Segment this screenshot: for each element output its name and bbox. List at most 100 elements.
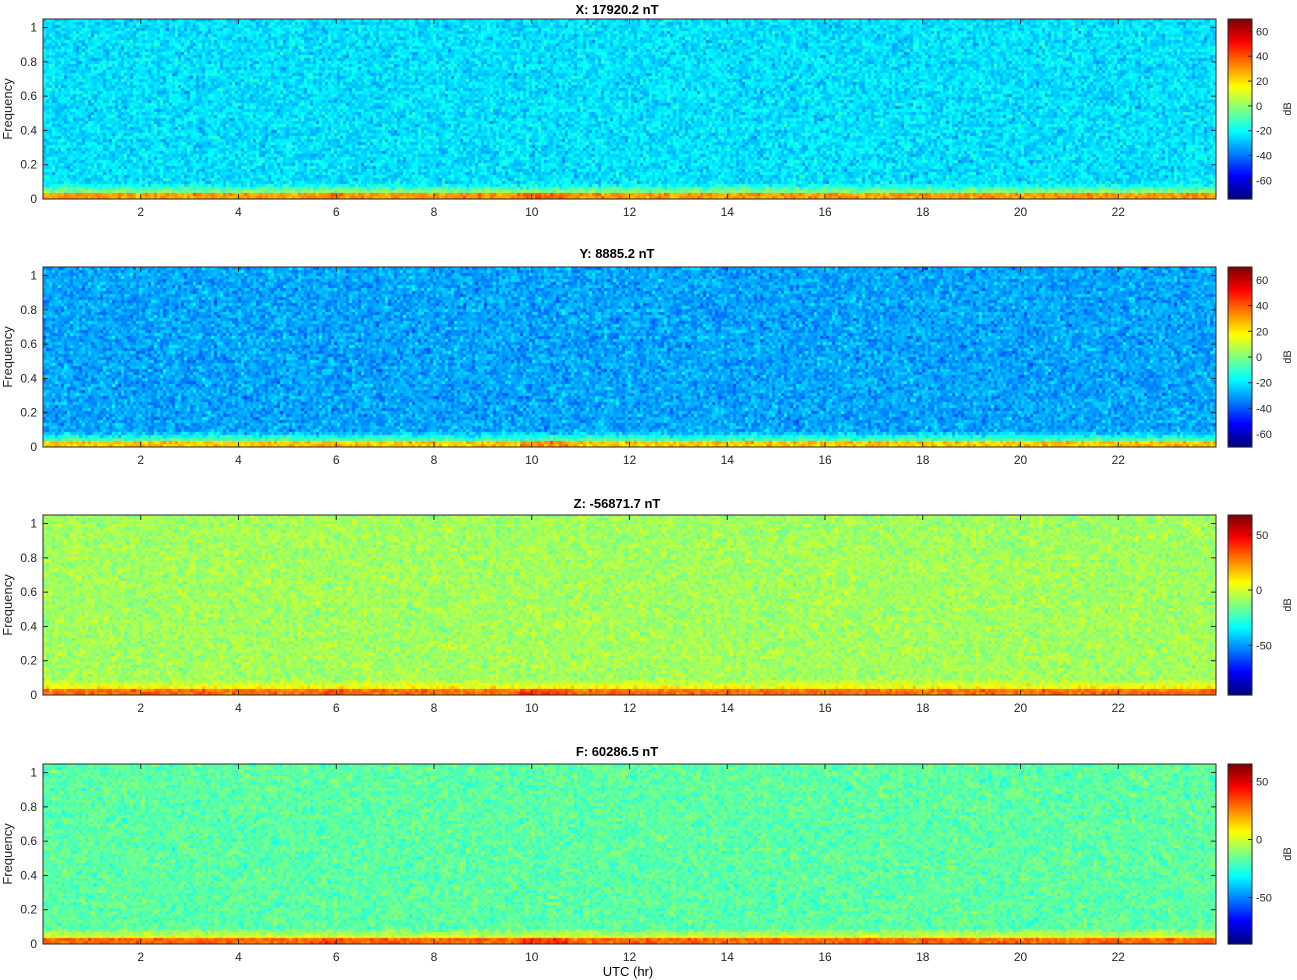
colorbar-segment [1228,441,1252,444]
colorbar-segment [1228,325,1252,328]
colorbar-segment [1228,575,1252,578]
colorbar-segment [1228,181,1252,184]
colorbar-segment [1228,928,1252,931]
panel-z-heatmap [43,515,1216,695]
colorbar-segment [1228,545,1252,548]
colorbar-segment [1228,659,1252,662]
colorbar-segment [1228,830,1252,833]
colorbar-segment [1228,549,1252,552]
x-tick-label: 4 [235,950,242,964]
x-tick-label: 8 [431,205,438,219]
colorbar-segment [1228,828,1252,831]
colorbar-segment [1228,810,1252,813]
colorbar-segment [1228,107,1252,110]
colorbar-segment [1228,778,1252,781]
colorbar-segment [1228,271,1252,274]
colorbar-segment [1228,832,1252,835]
colorbar-segment [1228,425,1252,428]
colorbar-segment [1228,123,1252,126]
y-tick-label: 0.2 [20,654,37,668]
colorbar-segment [1228,667,1252,670]
panel-f-heatmap [43,764,1216,944]
panel-y-title: Y: 8885.2 nT [580,246,655,261]
colorbar-segment [1228,391,1252,394]
colorbar-segment [1228,894,1252,897]
colorbar-segment [1228,657,1252,660]
colorbar-tick-label: 0 [1256,101,1262,113]
x-tick-label: 22 [1112,701,1126,715]
x-tick-label: 22 [1112,205,1126,219]
colorbar-segment [1228,77,1252,80]
colorbar-segment [1228,541,1252,544]
colorbar-segment [1228,864,1252,867]
y-tick-label: 0 [30,937,37,951]
colorbar-segment [1228,89,1252,92]
colorbar-tick-label: -60 [1256,429,1272,441]
colorbar-segment [1228,625,1252,628]
colorbar-segment [1228,852,1252,855]
colorbar-segment [1228,159,1252,162]
colorbar-segment [1228,101,1252,104]
colorbar-segment [1228,355,1252,358]
x-tick-label: 16 [818,453,832,467]
colorbar-segment [1228,443,1252,446]
colorbar-segment [1228,834,1252,837]
x-tick-label: 6 [333,701,340,715]
colorbar-segment [1228,882,1252,885]
colorbar-segment [1228,329,1252,332]
colorbar-segment [1228,519,1252,522]
y-tick-label: 1 [30,21,37,35]
colorbar-segment [1228,687,1252,690]
x-tick-label: 10 [525,950,539,964]
colorbar-segment [1228,808,1252,811]
colorbar-segment [1228,902,1252,905]
colorbar-segment [1228,369,1252,372]
colorbar-segment [1228,798,1252,801]
x-tick-label: 12 [623,950,637,964]
colorbar-segment [1228,591,1252,594]
colorbar-segment [1228,639,1252,642]
colorbar-segment [1228,311,1252,314]
colorbar-segment [1228,816,1252,819]
colorbar-segment [1228,892,1252,895]
colorbar-segment [1228,347,1252,350]
colorbar-segment [1228,131,1252,134]
colorbar-segment [1228,339,1252,342]
colorbar-segment [1228,617,1252,620]
colorbar-segment [1228,838,1252,841]
colorbar-segment [1228,858,1252,861]
colorbar-segment [1228,135,1252,138]
colorbar-segment [1228,43,1252,46]
colorbar-segment [1228,599,1252,602]
colorbar-segment [1228,605,1252,608]
colorbar-segment [1228,197,1252,200]
colorbar-segment [1228,637,1252,640]
colorbar-segment [1228,151,1252,154]
colorbar-segment [1228,938,1252,941]
colorbar-segment [1228,141,1252,144]
colorbar-segment [1228,381,1252,384]
x-tick-label: 20 [1014,453,1028,467]
colorbar-segment [1228,285,1252,288]
colorbar-segment [1228,517,1252,520]
colorbar-segment [1228,401,1252,404]
colorbar-segment [1228,399,1252,402]
colorbar-segment [1228,47,1252,50]
colorbar-segment [1228,323,1252,326]
colorbar-segment [1228,315,1252,318]
colorbar-segment [1228,780,1252,783]
colorbar-segment [1228,874,1252,877]
x-tick-label: 14 [721,701,735,715]
colorbar-segment [1228,621,1252,624]
colorbar-segment [1228,385,1252,388]
colorbar-segment [1228,836,1252,839]
colorbar-segment [1228,794,1252,797]
colorbar-segment [1228,41,1252,44]
colorbar-segment [1228,143,1252,146]
colorbar-segment [1228,908,1252,911]
colorbar-segment [1228,333,1252,336]
colorbar-segment [1228,563,1252,566]
colorbar-tick-label: 50 [1256,530,1268,542]
panel-x-title: X: 17920.2 nT [575,2,658,17]
colorbar-segment [1228,49,1252,52]
